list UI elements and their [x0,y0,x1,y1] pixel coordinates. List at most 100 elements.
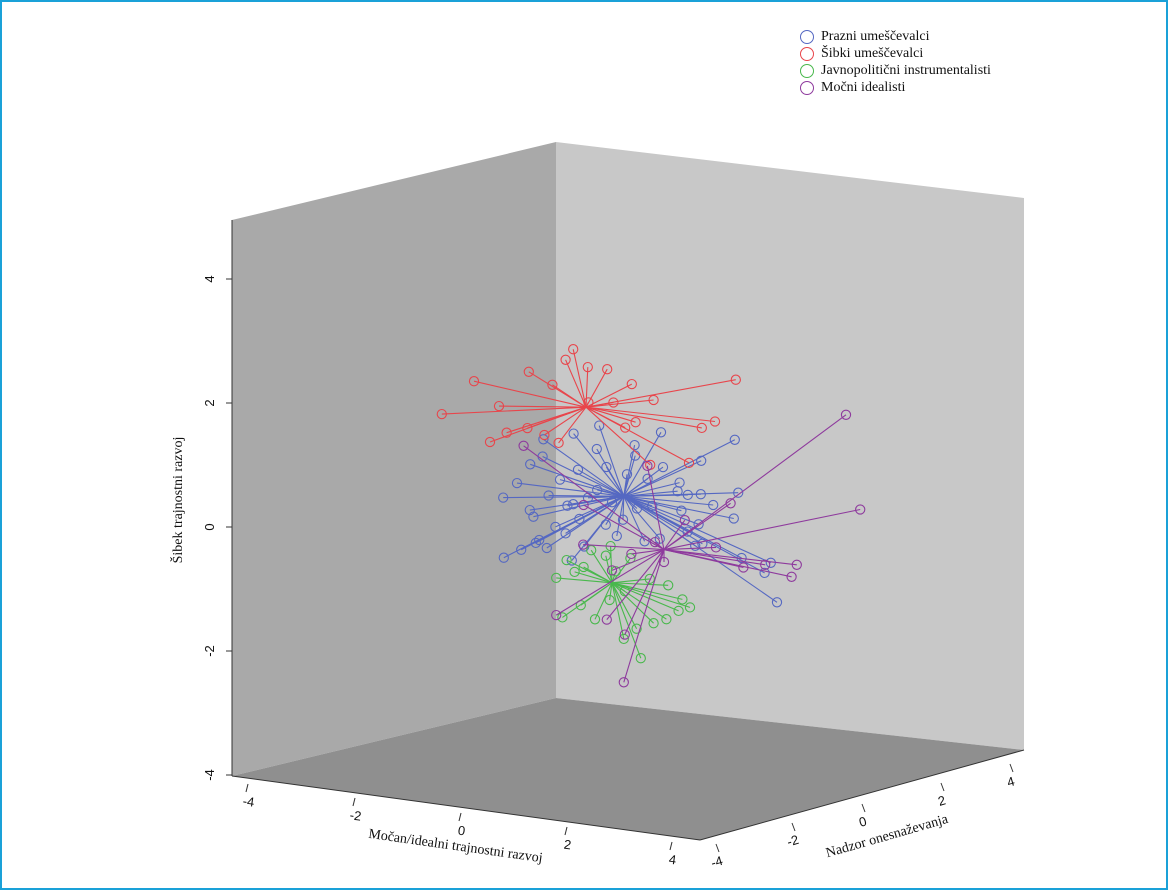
spike-line [663,508,861,551]
spike-line [611,582,625,640]
chart-box [231,142,1025,841]
data-point [621,469,633,480]
data-point [562,500,573,511]
data-point [501,427,512,438]
data-point [572,464,584,475]
data-point [530,537,541,549]
spike-line [623,494,688,497]
right-wall [556,142,1024,750]
spike-line [623,495,778,603]
series-group [498,420,783,608]
spike-line [535,495,625,544]
x-axis-line [231,775,701,841]
spike-line [473,380,587,408]
data-point [608,397,619,408]
data-point [568,428,579,439]
data-point [676,505,687,516]
data-point [582,361,593,373]
data-point [484,436,496,448]
spike-line [585,406,651,466]
spike-line [585,406,702,429]
y-tick [791,822,796,832]
data-point [618,677,629,688]
data-point [791,559,802,570]
data-point [498,552,509,563]
data-point [539,429,550,441]
legend-label: Prazni umeščevalci [821,28,930,44]
spike-line [623,474,628,497]
y-tick-label: -4 [709,853,724,871]
data-point [679,515,690,526]
data-point [578,539,589,550]
data-point [553,437,564,449]
data-point [591,443,602,455]
data-point [855,504,866,515]
spike-line [605,466,625,497]
spike-line [544,406,587,436]
spike-line [558,406,587,444]
data-point [683,457,695,469]
data-point [677,594,688,605]
legend-marker-icon [800,29,814,44]
data-point [606,565,618,576]
y-axis-line [699,749,1025,841]
spike-line [441,406,587,415]
spike-line [663,549,744,569]
data-point [468,376,480,387]
data-point [568,344,579,355]
spike-line [585,368,608,408]
legend-label: Šibki umeščevalci [821,45,924,61]
spike-line [663,414,847,551]
legend-label: Javnopolitični instrumentalisti [821,62,991,78]
z-tick-label: 2 [202,399,217,406]
data-point [617,514,629,525]
data-point [630,417,641,428]
data-point [635,653,646,664]
data-point [725,498,736,509]
y-tick [715,843,720,853]
x-tick [564,826,568,836]
data-point [661,614,672,625]
data-point [626,548,637,560]
legend-item: Javnopolitični instrumentalisti [800,62,991,79]
legend-marker-icon [800,63,814,78]
spike-line [572,349,587,408]
spike-line [606,549,665,620]
spike-line [585,406,636,423]
data-point [730,374,741,385]
spike-line [527,406,587,429]
data-point [578,499,589,511]
spike-line [663,549,766,566]
data-point [690,540,701,551]
data-point [657,461,669,473]
spike-line [543,438,625,497]
data-point [673,605,684,617]
axis-ticks: -4 -2 0 2 4 -4 -2 0 2 4 4 2 0 -2 -4 [202,275,1016,870]
z-tick-label: 0 [202,523,217,530]
spike-line [565,359,587,408]
data-point [648,394,659,406]
data-point [547,379,558,390]
data-point [696,422,707,434]
data-point [682,526,693,537]
x-tick-label: 4 [668,852,677,868]
spike-line [556,577,613,584]
spike-line [530,463,624,497]
data-point [663,580,674,591]
data-point [710,542,722,553]
data-point [648,618,659,629]
spike-line [562,582,613,618]
spike-line [623,495,734,520]
spike-line [577,469,625,497]
spike-line [623,439,736,497]
spike-line [533,495,624,518]
legend-item: Močni idealisti [800,79,991,96]
data-point [569,566,580,578]
spike-line [611,582,638,629]
spike-line [623,549,665,683]
data-point [611,530,622,542]
data-point [771,597,783,608]
spike-line [623,496,646,542]
data-point [511,477,523,489]
spike-line [583,544,665,551]
